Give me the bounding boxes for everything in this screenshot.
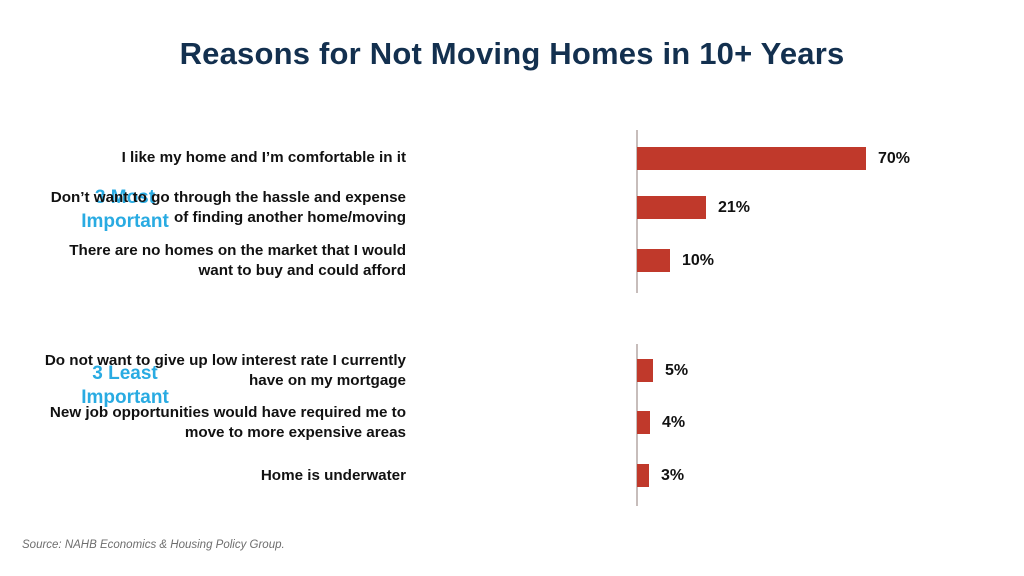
category-label: New job opportunities would have require… [0,403,406,443]
source-note: Source: NAHB Economics & Housing Policy … [22,539,285,551]
bar [637,249,670,272]
group-label-least-line2: Important [81,387,169,409]
group-label-most-line2: Important [81,211,169,233]
category-label-line1: Home is underwater [260,467,406,484]
bar-value-label: 3% [661,467,685,484]
bar [637,196,706,219]
category-label-line1: Don’t want to go through the hassle and … [50,189,406,206]
category-label: Do not want to give up low interest rate… [0,351,406,391]
category-label-line1: New job opportunities would have require… [49,404,406,421]
group-label-most-line1: 3 Most [94,187,156,208]
category-label: Don’t want to go through the hassle and … [0,188,406,228]
bar [637,411,650,434]
bar [637,147,866,170]
bar-value-label: 10% [682,252,715,269]
category-label-line2: have on my mortgage [249,372,406,390]
group-label-least-line1: 3 Least [92,363,158,384]
bar-value-label: 70% [878,150,911,167]
category-label-line2: move to more expensive areas [184,424,406,442]
category-label-line2: of finding another home/moving [173,209,406,227]
bar-value-label: 21% [718,199,751,216]
category-label-line1: I like my home and I’m comfortable in it [121,149,406,166]
bar [637,359,653,382]
category-label-line1: There are no homes on the market that I … [69,242,406,259]
bar [637,464,649,487]
category-label: There are no homes on the market that I … [0,241,406,281]
group-label-most-important: 3 Most Important [30,186,220,235]
category-label: I like my home and I’m comfortable in it [0,148,406,168]
bar-value-label: 4% [662,414,686,431]
bar-value-label: 5% [665,362,689,379]
category-label: Home is underwater [0,466,406,486]
category-label-line2: want to buy and could afford [198,262,406,280]
page-title: Reasons for Not Moving Homes in 10+ Year… [179,36,845,71]
category-label-line1: Do not want to give up low interest rate… [44,352,406,369]
group-label-least-important: 3 Least Important [30,362,220,411]
